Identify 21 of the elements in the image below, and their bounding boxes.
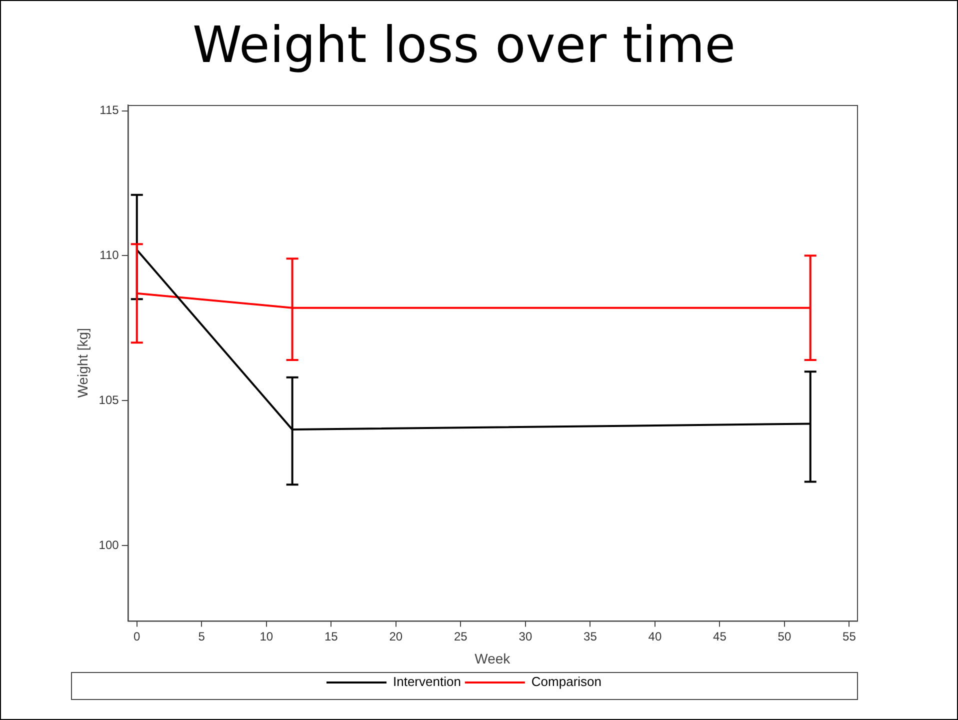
x-tick-label: 10: [260, 629, 274, 644]
legend-label: Intervention: [392, 674, 461, 690]
x-tick-label: 20: [389, 629, 403, 644]
x-tick-label: 40: [648, 629, 662, 644]
x-tick-label: 25: [454, 629, 468, 644]
y-tick-label: 110: [100, 248, 120, 262]
x-tick-label: 50: [778, 629, 792, 644]
y-tick-label: 105: [98, 392, 120, 407]
x-axis-title: Week: [474, 650, 512, 666]
chart-title: Weight loss over time: [192, 16, 736, 74]
x-tick-label: 55: [842, 629, 856, 644]
x-tick-label: 15: [324, 629, 338, 644]
y-tick-label: 115: [100, 103, 120, 118]
x-tick-label: 45: [713, 629, 727, 644]
x-tick-label: 5: [198, 629, 206, 644]
y-tick-label: 100: [98, 538, 120, 552]
legend-label: Comparison: [531, 674, 602, 690]
x-tick-label: 30: [518, 629, 532, 644]
x-tick-label: 0: [134, 629, 141, 644]
y-axis-title: Weight [kg]: [74, 328, 90, 398]
x-tick-label: 35: [584, 629, 598, 644]
